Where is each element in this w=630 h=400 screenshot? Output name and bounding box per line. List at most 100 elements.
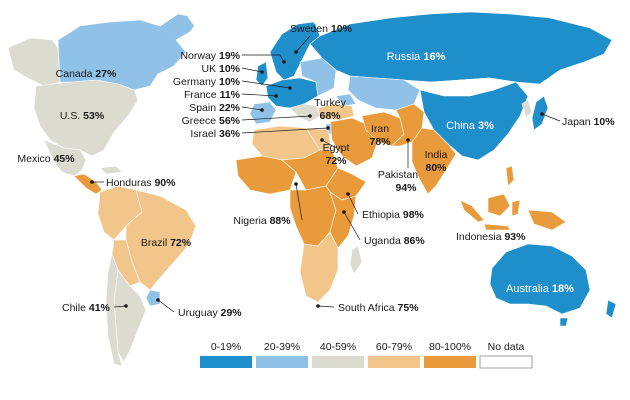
label-russia: Russia 16% <box>387 51 446 63</box>
label-india: India <box>425 149 448 161</box>
legend-label-5: No data <box>488 341 525 353</box>
dot-sweden <box>294 50 298 54</box>
mexico-region <box>43 139 87 177</box>
legend-label-3: 60-79% <box>376 341 412 353</box>
label-mexico: Mexico 45% <box>17 153 75 165</box>
leader-south-africa <box>317 305 335 308</box>
leader-uganda <box>343 211 361 241</box>
dot-israel <box>326 126 330 130</box>
iberia-region <box>249 101 277 125</box>
dot-greece <box>308 114 312 118</box>
philippines-region <box>505 165 515 187</box>
dot-uk <box>260 70 264 74</box>
label-france: France 11% <box>184 89 241 101</box>
east-africa-region <box>329 191 357 249</box>
dot-uganda <box>342 210 346 214</box>
iceland-region <box>231 37 251 51</box>
western-europe-region <box>265 77 319 109</box>
label-uruguay: Uruguay 29% <box>178 307 242 319</box>
indonesia-borneo-region <box>487 193 511 217</box>
india-region <box>411 127 457 195</box>
label-iran: Iran <box>371 123 389 135</box>
label-pakistan-value: 94% <box>395 182 417 194</box>
label-chile: Chile 41% <box>62 302 111 314</box>
label-turkey: Turkey <box>314 97 346 109</box>
label-china: China 3% <box>446 120 494 132</box>
legend-label-2: 40-59% <box>320 341 356 353</box>
leader-chile <box>113 305 127 308</box>
leader-egypt <box>321 139 337 149</box>
southeast-asia-region <box>461 155 491 197</box>
leader-germany <box>241 80 291 89</box>
leader-greece <box>241 115 311 121</box>
dot-japan <box>540 112 544 116</box>
legend-swatch-1 <box>256 356 308 368</box>
leader-spain <box>241 106 263 111</box>
new-guinea-region <box>527 209 567 231</box>
dot-germany <box>288 86 292 90</box>
caribbean-region <box>99 165 123 175</box>
dot-uruguay <box>156 298 160 302</box>
uk-region <box>255 61 269 87</box>
legend-swatch-2 <box>312 356 364 368</box>
label-greece: Greece 56% <box>182 115 241 127</box>
label-uganda: Uganda 86% <box>364 235 425 247</box>
usa-region <box>33 79 139 157</box>
label-japan: Japan 10% <box>562 116 615 128</box>
dot-ethiopia <box>346 192 350 196</box>
indonesia-sumatra-region <box>459 199 485 223</box>
greenland-region <box>185 7 263 63</box>
label-india-value: 80% <box>425 162 447 174</box>
label-iran-value: 78% <box>369 136 391 148</box>
caucasus-region <box>335 93 357 107</box>
alaska-region <box>7 37 61 87</box>
label-egypt-value: 72% <box>325 155 347 167</box>
korea-region <box>521 99 533 119</box>
leader-dots <box>90 50 544 308</box>
leader-nigeria <box>295 183 303 221</box>
leader-norway <box>242 54 285 63</box>
indonesia-sulawesi-region <box>511 199 521 217</box>
chile-region <box>105 252 123 367</box>
dot-nigeria <box>294 182 298 186</box>
dot-honduras <box>90 180 94 184</box>
label-turkey-value: 68% <box>319 110 341 122</box>
dot-france <box>274 94 278 98</box>
label-ethiopia: Ethiopia 98% <box>362 209 425 221</box>
new-zealand-region <box>605 299 617 319</box>
central-america-region <box>73 173 103 195</box>
label-sweden: Sweden 10% <box>290 23 353 35</box>
brazil-region <box>125 189 197 291</box>
uruguay-region <box>145 289 161 307</box>
leader-israel <box>241 127 329 134</box>
leader-france <box>241 93 277 97</box>
leader-uk <box>241 67 263 73</box>
label-honduras: Honduras 90% <box>106 177 176 189</box>
dot-egypt <box>320 138 324 142</box>
dot-south-africa <box>316 304 320 308</box>
label-pakistan: Pakistan <box>378 169 418 181</box>
legend-swatch-3 <box>368 356 420 368</box>
label-egypt: Egypt <box>323 142 350 154</box>
label-us: U.S. 53% <box>60 110 105 122</box>
legend-swatch-0 <box>200 356 252 368</box>
legend-label-4: 80-100% <box>429 341 471 353</box>
japan-region <box>531 95 549 131</box>
label-canada: Canada 27% <box>56 68 117 80</box>
label-australia: Australia 18% <box>506 283 574 295</box>
label-spain: Spain 22% <box>189 102 240 114</box>
label-brazil: Brazil 72% <box>141 237 192 249</box>
legend-label-1: 20-39% <box>264 341 300 353</box>
pakistan-region <box>391 103 425 147</box>
central-asia-region <box>347 75 421 111</box>
legend-label-0: 0-19% <box>211 341 241 353</box>
dot-pakistan <box>406 138 410 142</box>
dot-spain <box>260 108 264 112</box>
australia-region <box>489 243 591 315</box>
legend-swatch-5 <box>479 355 533 369</box>
turkey-region <box>317 103 355 121</box>
label-nigeria: Nigeria 88% <box>233 215 291 227</box>
indonesia-java-region <box>483 223 511 231</box>
leader-uruguay <box>157 299 175 313</box>
